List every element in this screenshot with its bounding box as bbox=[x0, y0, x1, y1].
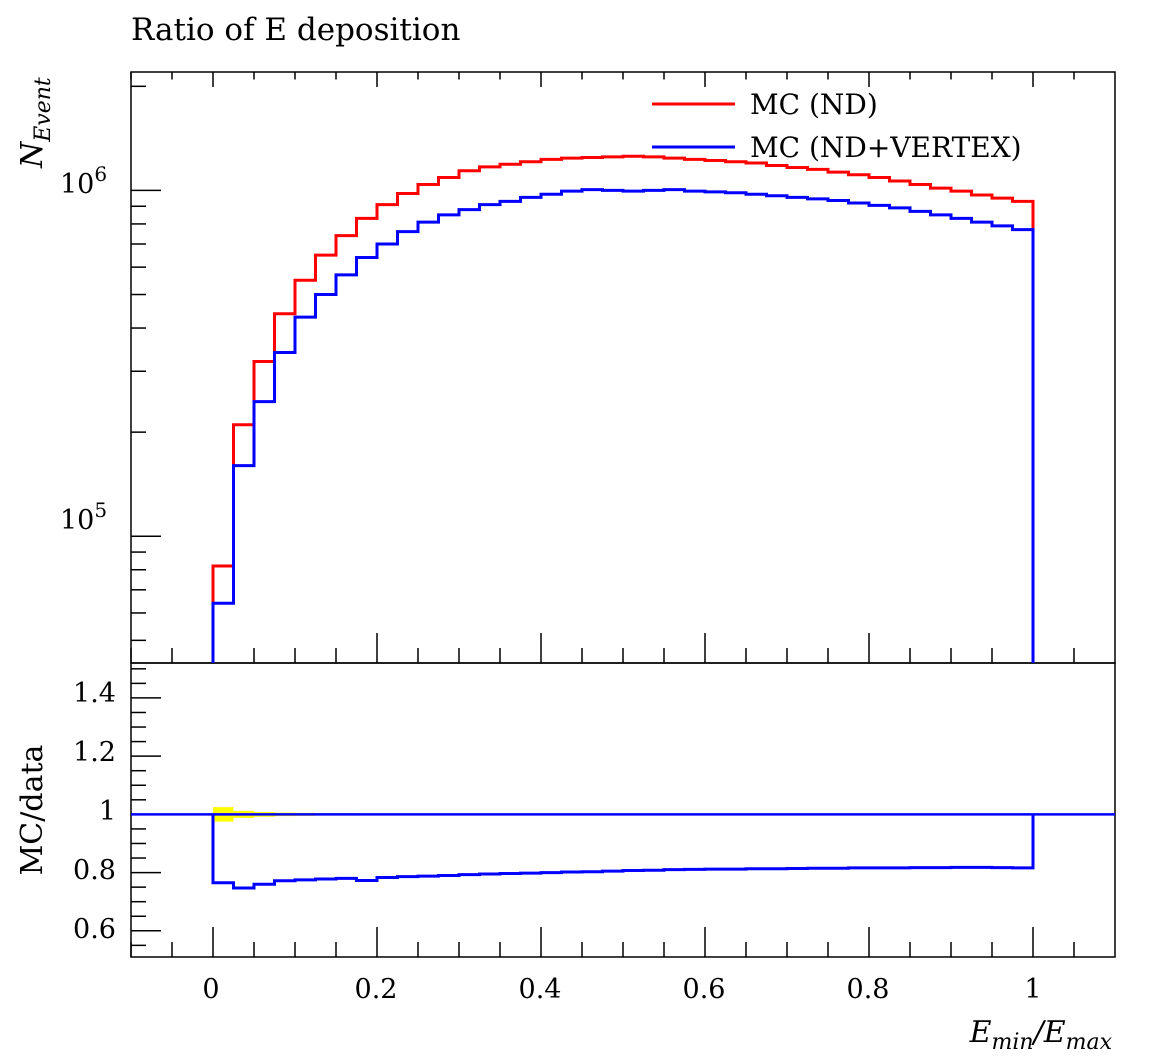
main-y-tick-exp: 5 bbox=[94, 498, 107, 522]
legend-label-mc-nd: MC (ND) bbox=[750, 88, 878, 121]
x-axis-title-base2: E bbox=[1043, 1015, 1066, 1050]
ratio-y-tick-label: 1.2 bbox=[73, 737, 116, 768]
main-y-axis-title-sub: Event bbox=[31, 77, 56, 143]
ratio-y-tick-label: 1 bbox=[99, 796, 116, 827]
x-axis-title-base1: E bbox=[969, 1015, 992, 1050]
x-tick-label: 0 bbox=[202, 974, 219, 1005]
series-mc-nd bbox=[211, 154, 1035, 663]
x-tick-label: 0.4 bbox=[519, 974, 562, 1005]
x-axis-title-slash: / bbox=[1031, 1015, 1047, 1050]
x-tick-label: 0.6 bbox=[683, 974, 726, 1005]
main-y-tick-base: 10 bbox=[60, 505, 94, 536]
main-y-tick-base: 10 bbox=[60, 169, 94, 200]
chart-title: Ratio of E deposition bbox=[131, 12, 461, 48]
legend-label-mc-nd-vertex: MC (ND+VERTEX) bbox=[750, 131, 1022, 164]
x-axis-title: Emin/Emax bbox=[969, 1015, 1113, 1055]
ratio-y-axis-title: MC/data bbox=[15, 744, 50, 875]
series-mc-nd-vertex bbox=[211, 188, 1035, 663]
main-y-axis-title-base: N bbox=[15, 140, 50, 169]
x-axis-title-sub2: max bbox=[1066, 1030, 1113, 1055]
legend: MC (ND) MC (ND+VERTEX) bbox=[652, 88, 1022, 164]
main-y-tick-label-1e6: 106 bbox=[60, 162, 107, 200]
main-y-tick-exp: 6 bbox=[94, 162, 107, 186]
ratio-y-tick-label: 0.6 bbox=[73, 914, 116, 945]
x-tick-label: 0.2 bbox=[355, 974, 398, 1005]
main-y-tick-label-1e5: 105 bbox=[60, 498, 107, 536]
ratio-y-tick-label: 1.4 bbox=[73, 678, 116, 709]
plot-layer bbox=[130, 72, 1115, 957]
ratio-y-tick-label: 0.8 bbox=[73, 855, 116, 886]
main-y-axis-title: NEvent bbox=[15, 77, 56, 169]
ratio-series-mc-nd-vertex bbox=[211, 814, 1035, 890]
x-tick-label: 0.8 bbox=[847, 974, 890, 1005]
ratio-panel-frame bbox=[130, 662, 1116, 958]
x-tick-label: 1 bbox=[1024, 974, 1041, 1005]
x-axis-title-sub1: min bbox=[992, 1030, 1034, 1055]
